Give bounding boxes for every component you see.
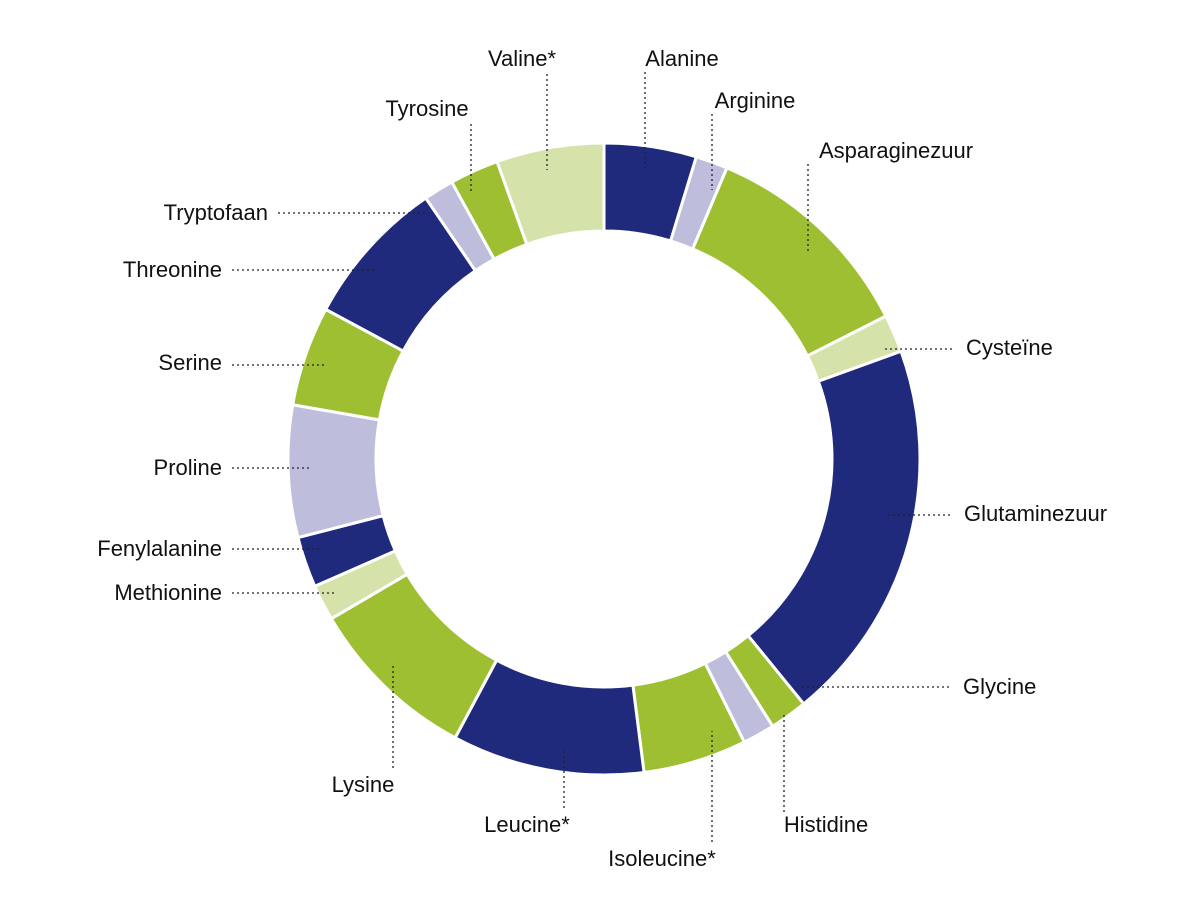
slice-labels: Alanine Arginine Asparaginezuur Cysteïne Glu… xyxy=(97,46,1107,871)
slice-label: Alanine xyxy=(645,46,718,71)
slice-label: Valine* xyxy=(488,46,557,71)
slice-label: Threonine xyxy=(123,257,222,282)
slice-label: Lysine xyxy=(332,772,395,797)
label-leader-lines xyxy=(232,72,952,842)
slice-label: Arginine xyxy=(715,88,796,113)
slice-label: Proline xyxy=(154,455,222,480)
slice-label: Isoleucine* xyxy=(608,846,716,871)
slice-label: Fenylalanine xyxy=(97,536,222,561)
donut-slices xyxy=(286,141,922,777)
slice-proline xyxy=(286,403,385,540)
slice-label: Leucine* xyxy=(484,812,570,837)
slice-label: Glutaminezuur xyxy=(964,501,1107,526)
slice-label: Cysteïne xyxy=(966,335,1053,360)
slice-valine xyxy=(495,141,606,247)
slice-label: Tryptofaan xyxy=(164,200,268,225)
slice-label: Methionine xyxy=(114,580,222,605)
slice-glutaminezuur xyxy=(745,349,922,707)
slice-label: Serine xyxy=(158,350,222,375)
slice-label: Asparaginezuur xyxy=(819,138,973,163)
slice-label: Tyrosine xyxy=(385,96,468,121)
slice-label: Histidine xyxy=(784,812,868,837)
slice-asparaginezuur xyxy=(690,165,888,358)
slice-label: Glycine xyxy=(963,674,1036,699)
